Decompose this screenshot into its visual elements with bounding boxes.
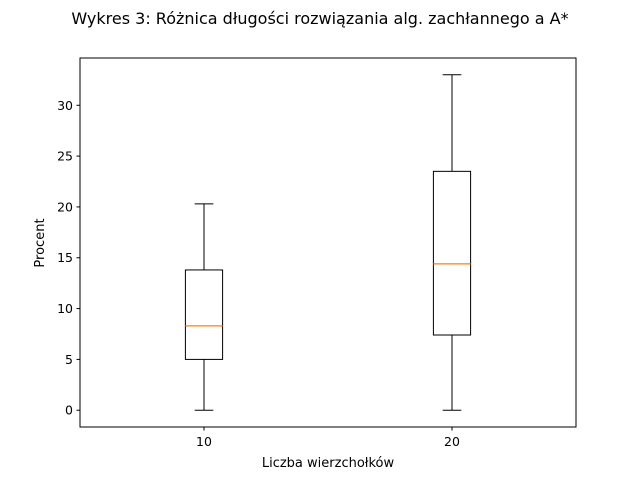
x-axis-label: Liczba wierzchołków <box>262 456 395 471</box>
y-tick-label: 30 <box>57 98 73 113</box>
x-tick-label: 20 <box>444 434 460 449</box>
y-tick-label: 10 <box>57 301 73 316</box>
y-tick-label: 0 <box>65 403 73 418</box>
y-tick-label: 15 <box>57 250 73 265</box>
chart-title: Wykres 3: Różnica długości rozwiązania a… <box>71 9 568 28</box>
iqr-box <box>184 269 224 360</box>
box-20 <box>432 74 472 411</box>
y-tick-label: 25 <box>57 149 73 164</box>
boxplot-series <box>184 74 472 411</box>
plot-frame <box>79 57 577 428</box>
y-tick-label: 5 <box>65 352 73 367</box>
iqr-box <box>432 170 472 336</box>
x-tick-label: 10 <box>196 434 212 449</box>
x-axis: 10 20 <box>196 427 460 449</box>
y-axis: 0 5 10 15 20 25 30 <box>57 98 80 418</box>
box-10 <box>184 203 224 411</box>
y-tick-label: 20 <box>57 199 73 214</box>
y-axis-label: Procent <box>33 218 48 267</box>
